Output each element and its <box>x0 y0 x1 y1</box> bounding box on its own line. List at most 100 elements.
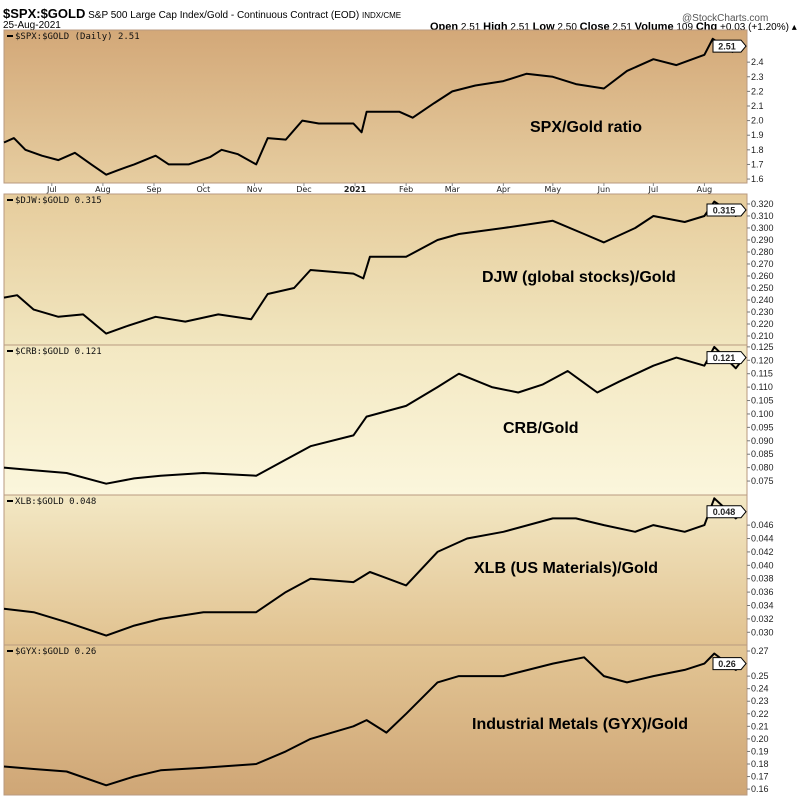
chg-value: +0.03 (+1.20%) <box>720 22 789 33</box>
y-tick-label: 0.20 <box>751 734 769 744</box>
last-value-tag <box>706 351 747 365</box>
exchange: INDX/CME <box>362 11 402 20</box>
y-tick-label: 0.105 <box>751 396 774 406</box>
brand: @StockCharts.com <box>682 13 769 24</box>
description: S&P 500 Large Cap Index/Gold - Continuou… <box>88 10 360 21</box>
y-tick-label: 0.25 <box>751 671 769 681</box>
panel-background <box>3 494 748 646</box>
last-value-label: 2.51 <box>718 42 736 52</box>
volume-value: 109 <box>676 22 694 33</box>
panel-background <box>3 193 748 346</box>
y-tick-label: 0.120 <box>751 355 774 365</box>
y-tick-label: 0.125 <box>751 342 774 352</box>
panel-background <box>3 29 748 184</box>
panel-background <box>3 644 748 796</box>
panel-legend: $SPX:$GOLD (Daily) 2.51 <box>15 32 140 42</box>
x-tick-label: May <box>545 185 562 194</box>
series-line <box>3 37 745 176</box>
y-tick-label: 0.090 <box>751 436 774 446</box>
x-tick-label: Feb <box>399 185 413 194</box>
x-tick-label: Dec <box>296 185 311 194</box>
last-value-tag <box>712 39 747 53</box>
series-line <box>3 497 745 637</box>
open-value: 2.51 <box>460 22 481 33</box>
x-tick-label: Jul <box>46 185 57 194</box>
high-value: 2.51 <box>510 22 530 33</box>
y-tick-label: 2.4 <box>751 57 764 67</box>
y-tick-label: 0.19 <box>751 746 769 756</box>
y-tick-label: 0.280 <box>751 247 774 257</box>
x-tick-label: Jun <box>597 185 611 194</box>
y-tick-label: 0.080 <box>751 463 774 473</box>
last-value-tag <box>712 657 747 671</box>
panel-annotation: SPX/Gold ratio <box>530 119 642 136</box>
y-tick-label: 0.085 <box>751 449 774 459</box>
low-value: 2.50 <box>557 22 577 33</box>
panel-annotation: Industrial Metals (GYX)/Gold <box>472 716 688 733</box>
y-tick-label: 0.24 <box>751 684 769 694</box>
x-tick-label: Aug <box>95 185 111 194</box>
panel-legend: $DJW:$GOLD 0.315 <box>15 196 102 206</box>
y-tick-label: 0.040 <box>751 560 774 570</box>
y-tick-label: 0.100 <box>751 409 774 419</box>
panel-legend: XLB:$GOLD 0.048 <box>15 497 96 507</box>
x-tick-label: Aug <box>697 185 713 194</box>
y-tick-label: 0.21 <box>751 721 769 731</box>
y-tick-label: 0.23 <box>751 696 769 706</box>
y-tick-label: 0.042 <box>751 547 774 557</box>
last-value-tag <box>706 203 747 217</box>
y-tick-label: 0.038 <box>751 574 774 584</box>
last-value-label: 0.121 <box>713 353 736 363</box>
y-tick-label: 0.110 <box>751 382 773 392</box>
y-tick-label: 0.210 <box>751 331 774 341</box>
chart-date: 25-Aug-2021 <box>3 20 61 31</box>
y-tick-label: 0.270 <box>751 259 774 269</box>
last-value-tag <box>706 505 747 519</box>
last-value-label: 0.26 <box>718 659 736 669</box>
panel-4: 0.030 0.032 0.034 0.036 0.038 0.040 0.042 0.044… <box>3 494 774 646</box>
y-tick-label: 0.095 <box>751 422 774 432</box>
y-tick-label: 0.032 <box>751 614 774 624</box>
panel-annotation: DJW (global stocks)/Gold <box>482 269 676 286</box>
series-line <box>3 345 745 485</box>
y-tick-label: 1.8 <box>751 145 764 155</box>
y-tick-label: 0.075 <box>751 476 774 486</box>
y-tick-label: 0.300 <box>751 223 774 233</box>
last-value-label: 0.315 <box>713 205 736 215</box>
y-tick-label: 0.16 <box>751 784 769 794</box>
last-value-label: 0.048 <box>713 507 736 517</box>
y-tick-label: 0.310 <box>751 211 774 221</box>
series-line <box>3 652 745 787</box>
y-tick-label: 0.046 <box>751 520 774 530</box>
x-tick-label: Mar <box>445 185 461 194</box>
up-arrow-icon: ▴ <box>791 22 797 33</box>
y-tick-label: 2.2 <box>751 86 764 96</box>
series-line <box>3 200 745 335</box>
y-tick-label: 0.22 <box>751 709 769 719</box>
panel-annotation: XLB (US Materials)/Gold <box>474 560 658 577</box>
y-tick-label: 0.27 <box>751 646 769 656</box>
y-tick-label: 0.17 <box>751 772 769 782</box>
chart-title: $SPX:$GOLD S&P 500 Large Cap Index/Gold … <box>3 6 401 21</box>
panel-5: 0.16 0.17 0.18 0.19 0.20 0.21 0.22 0.23 0.24 0.25… <box>3 644 769 796</box>
y-tick-label: 1.6 <box>751 174 764 184</box>
y-tick-label: 1.9 <box>751 130 764 140</box>
panel-legend: $GYX:$GOLD 0.26 <box>15 647 96 657</box>
y-tick-label: 0.230 <box>751 307 774 317</box>
x-tick-label: Nov <box>247 185 263 194</box>
y-tick-label: 0.036 <box>751 587 774 597</box>
symbol: $SPX:$GOLD <box>3 6 86 21</box>
y-tick-label: 2.0 <box>751 116 764 126</box>
y-tick-label: 0.115 <box>751 369 773 379</box>
y-tick-label: 0.18 <box>751 759 769 769</box>
y-tick-label: 1.7 <box>751 159 764 169</box>
x-tick-label: Jul <box>648 185 659 194</box>
x-tick-label: Sep <box>146 185 161 194</box>
y-tick-label: 0.034 <box>751 600 774 610</box>
y-tick-label: 0.030 <box>751 627 774 637</box>
y-tick-label: 2.1 <box>751 101 764 111</box>
panel-3: 0.075 0.080 0.085 0.090 0.095 0.100 0.105 0.110… <box>3 342 774 496</box>
y-tick-label: 0.250 <box>751 283 774 293</box>
